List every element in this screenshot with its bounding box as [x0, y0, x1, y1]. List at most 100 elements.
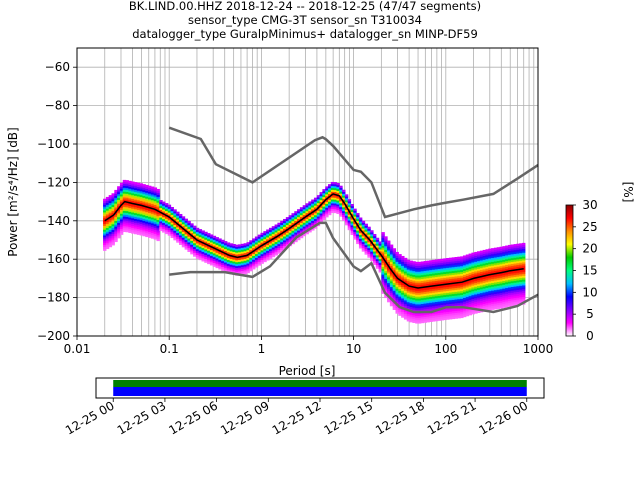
density-cell	[412, 295, 416, 299]
density-cell	[117, 228, 121, 231]
density-cell	[465, 264, 470, 267]
density-cell	[133, 199, 138, 202]
density-cell	[195, 248, 200, 252]
density-cell	[122, 220, 127, 223]
density-cell	[417, 313, 422, 316]
density-cell	[294, 239, 298, 243]
density-cell	[142, 220, 146, 223]
density-cell	[119, 221, 124, 224]
density-cell	[178, 238, 183, 242]
density-cell	[164, 206, 169, 210]
density-cell	[350, 228, 354, 232]
density-cell	[274, 234, 278, 237]
density-cell	[429, 306, 433, 309]
density-cell	[190, 242, 194, 245]
density-cell	[389, 267, 394, 270]
density-cell	[347, 199, 352, 202]
density-cell	[311, 222, 315, 225]
density-cell	[257, 255, 262, 258]
colorbar-tick-label: 25	[582, 220, 597, 234]
density-cell	[125, 222, 129, 225]
density-cell	[384, 251, 388, 254]
density-cell	[204, 241, 208, 244]
density-cell	[443, 279, 447, 282]
density-cell	[330, 210, 335, 213]
density-cell	[344, 215, 349, 218]
density-cell	[375, 237, 380, 240]
density-cell	[322, 208, 326, 211]
density-cell	[505, 257, 509, 260]
density-cell	[190, 227, 194, 230]
density-cell	[361, 224, 366, 227]
density-cell	[156, 213, 160, 217]
density-cell	[283, 242, 287, 245]
density-cell	[448, 296, 453, 299]
density-cell	[218, 263, 222, 266]
density-cell	[482, 292, 487, 295]
density-cell	[235, 261, 239, 265]
density-cell	[395, 271, 399, 274]
density-cell	[468, 259, 472, 262]
density-cell	[268, 247, 273, 250]
density-cell	[122, 208, 127, 211]
density-cell	[499, 294, 503, 297]
density-cell	[409, 268, 413, 271]
density-cell	[201, 251, 205, 254]
density-cell	[131, 212, 135, 215]
density-cell	[474, 261, 478, 264]
density-cell	[398, 265, 402, 268]
density-cell	[361, 230, 366, 233]
density-cell	[322, 204, 326, 207]
density-cell	[246, 270, 250, 274]
density-cell	[516, 295, 520, 298]
density-cell	[434, 267, 439, 270]
density-cell	[448, 257, 453, 260]
density-cell	[294, 215, 298, 218]
density-cell	[328, 186, 332, 189]
density-cell	[133, 185, 138, 189]
density-cell	[513, 270, 517, 274]
density-cell	[330, 185, 335, 188]
density-cell	[347, 214, 352, 217]
density-cell	[485, 260, 489, 264]
density-cell	[218, 242, 222, 245]
density-cell	[207, 246, 211, 249]
density-cell	[420, 274, 425, 278]
density-cell	[507, 296, 512, 299]
density-cell	[398, 294, 402, 297]
density-cell	[434, 297, 439, 301]
density-cell	[263, 246, 267, 249]
density-cell	[502, 261, 506, 264]
density-cell	[153, 233, 158, 236]
density-cell	[370, 234, 374, 237]
density-cell	[350, 223, 354, 226]
density-cell	[437, 276, 442, 279]
density-cell	[111, 197, 115, 200]
density-cell	[398, 256, 402, 259]
density-cell	[398, 280, 402, 284]
density-cell	[398, 298, 402, 301]
density-cell	[364, 237, 368, 240]
density-cell	[257, 244, 262, 247]
density-cell	[238, 250, 242, 253]
density-cell	[187, 242, 191, 245]
density-cell	[198, 238, 203, 241]
density-cell	[283, 234, 287, 237]
density-cell	[291, 226, 295, 229]
density-cell	[409, 275, 413, 279]
density-cell	[173, 226, 177, 229]
density-cell	[322, 192, 326, 196]
density-cell	[336, 211, 340, 215]
density-cell	[401, 286, 405, 289]
density-cell	[136, 213, 141, 216]
density-cell	[198, 246, 203, 249]
density-cell	[462, 276, 467, 279]
density-cell	[288, 215, 293, 218]
density-cell	[448, 284, 453, 287]
density-cell	[243, 250, 248, 254]
density-cell	[395, 292, 399, 295]
density-cell	[479, 264, 484, 267]
density-cell	[507, 298, 512, 301]
density-cell	[516, 259, 520, 262]
density-cell	[342, 197, 346, 200]
